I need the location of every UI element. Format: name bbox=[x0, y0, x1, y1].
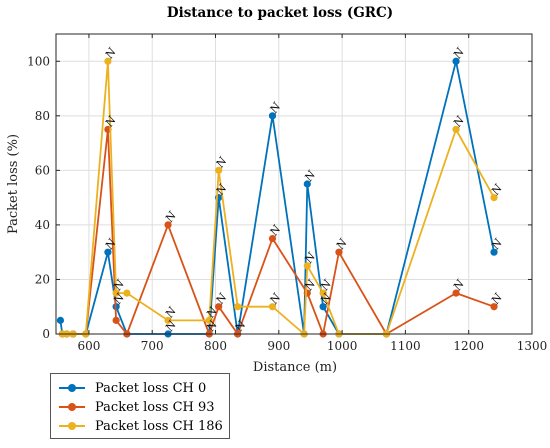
chart-title: Distance to packet loss (GRC) bbox=[167, 5, 393, 21]
x-tick-label: 1300 bbox=[517, 339, 548, 353]
x-tick-label: 700 bbox=[141, 339, 164, 353]
axis-ticks: 600 700 800 900 1000 1100 1200 1300 0 20 40 60 80 100 bbox=[27, 34, 547, 353]
data-point bbox=[452, 289, 460, 297]
data-point bbox=[490, 303, 498, 311]
data-point bbox=[164, 316, 172, 324]
data-point bbox=[104, 248, 112, 256]
data-point bbox=[268, 234, 277, 243]
data-point bbox=[452, 125, 460, 134]
legend-item-ch186: Packet loss CH 186 bbox=[57, 417, 223, 435]
data-point bbox=[490, 194, 498, 202]
x-tick-label: 900 bbox=[267, 339, 290, 353]
data-point bbox=[319, 303, 327, 311]
legend-label-ch93: Packet loss CH 93 bbox=[95, 399, 215, 415]
x-tick-label: 800 bbox=[204, 339, 227, 353]
legend-swatch-ch93 bbox=[57, 398, 87, 416]
data-point bbox=[205, 316, 213, 324]
data-point bbox=[335, 248, 343, 256]
x-tick-label: 600 bbox=[77, 339, 100, 353]
legend-swatch-ch186 bbox=[57, 417, 87, 435]
y-tick-label: 0 bbox=[42, 327, 50, 341]
y-tick-label: 60 bbox=[35, 163, 50, 177]
data-point bbox=[268, 112, 277, 120]
data-point bbox=[268, 303, 277, 311]
data-point bbox=[303, 262, 311, 270]
y-tick-label: 20 bbox=[35, 272, 50, 286]
data-point bbox=[490, 248, 498, 256]
data-point bbox=[112, 316, 120, 324]
data-point bbox=[234, 303, 242, 311]
y-tick-label: 100 bbox=[27, 54, 50, 68]
plot-area bbox=[56, 34, 532, 334]
y-axis-label: Packet loss (%) bbox=[6, 134, 21, 234]
x-tick-label: 1200 bbox=[453, 339, 484, 353]
data-point bbox=[56, 316, 65, 324]
x-tick-label: 1100 bbox=[390, 339, 421, 353]
data-point bbox=[215, 303, 223, 311]
legend-item-ch93: Packet loss CH 93 bbox=[57, 398, 215, 416]
data-point bbox=[215, 166, 223, 174]
data-point bbox=[303, 180, 311, 188]
y-tick-label: 40 bbox=[35, 218, 50, 232]
legend-swatch-ch0 bbox=[57, 379, 87, 397]
legend-label-ch186: Packet loss CH 186 bbox=[95, 418, 223, 434]
data-point bbox=[104, 57, 112, 65]
legend-label-ch0: Packet loss CH 0 bbox=[95, 380, 207, 396]
data-point bbox=[452, 57, 460, 65]
data-point bbox=[123, 289, 131, 297]
plot-frame bbox=[55, 33, 533, 335]
x-tick-label: 1000 bbox=[327, 339, 358, 353]
legend-item-ch0: Packet loss CH 0 bbox=[57, 379, 206, 397]
x-axis-label: Distance (m) bbox=[253, 360, 337, 375]
data-point bbox=[319, 289, 327, 297]
legend: Packet loss CH 0 Packet loss CH 93 Packe… bbox=[50, 373, 230, 439]
data-point bbox=[164, 221, 172, 229]
y-tick-label: 80 bbox=[35, 109, 50, 123]
data-point bbox=[112, 289, 120, 297]
